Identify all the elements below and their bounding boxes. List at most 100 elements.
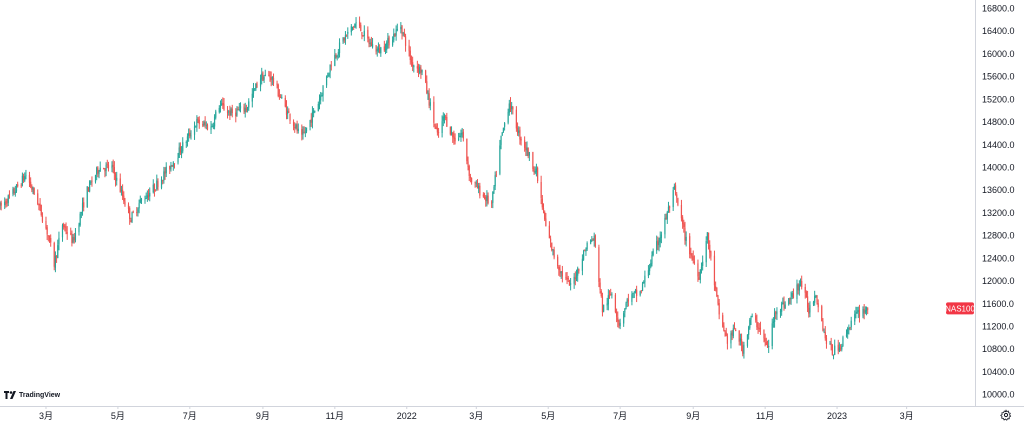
candle-down	[491, 200, 493, 208]
candle-up	[261, 67, 263, 85]
candle-up	[165, 162, 167, 178]
candle-down	[403, 28, 405, 38]
candle-up	[4, 197, 6, 210]
candle-up	[355, 17, 357, 29]
candle-up	[144, 195, 146, 204]
candle-down	[346, 34, 348, 37]
candle-down	[226, 106, 229, 119]
candle-up	[393, 28, 395, 43]
tradingview-logo[interactable]: TradingView	[4, 388, 60, 402]
candle-down	[615, 308, 618, 323]
candle-up	[96, 166, 98, 181]
candle-down	[368, 36, 370, 48]
candle-up	[659, 231, 661, 248]
candle-up	[302, 126, 304, 140]
candle-up	[58, 231, 60, 251]
candle-up	[631, 291, 633, 306]
candle-down	[524, 136, 526, 152]
candle-up	[658, 237, 660, 252]
candle-down	[693, 255, 696, 265]
candle-up	[311, 106, 314, 129]
candle-up	[219, 100, 222, 113]
candle-up	[750, 315, 752, 326]
candle-down	[189, 128, 191, 139]
candle-down	[47, 235, 49, 242]
candle-up	[746, 334, 749, 348]
candle-down	[677, 197, 679, 207]
candle-up	[309, 119, 311, 131]
candle-down	[482, 192, 484, 198]
candle-down	[204, 116, 206, 129]
candle-down	[801, 275, 803, 290]
candle-down	[272, 73, 275, 86]
candle-down	[717, 294, 719, 306]
candle-down	[112, 159, 114, 174]
candle-up	[732, 324, 734, 339]
candle-up	[21, 172, 24, 187]
candle-up	[24, 172, 26, 183]
candle-down	[270, 71, 272, 87]
candle-up	[823, 328, 825, 334]
candle-down	[825, 335, 828, 349]
candle-up	[325, 75, 328, 88]
candle-up	[575, 269, 578, 282]
candle-up	[238, 102, 240, 112]
y-tick-label: 14400.0	[982, 140, 1015, 150]
candle-down	[561, 265, 563, 283]
candle-up	[7, 194, 9, 207]
x-tick-label: 2023	[827, 411, 847, 421]
candle-down	[718, 298, 720, 320]
candle-up	[427, 90, 429, 100]
candle-up	[790, 291, 792, 305]
candle-down	[383, 40, 385, 52]
candle-up	[501, 132, 503, 137]
candle-down	[48, 235, 51, 243]
candle-down	[5, 198, 7, 208]
candle-down	[837, 339, 839, 355]
candle-down	[20, 183, 22, 188]
candle-up	[799, 278, 802, 287]
candle-down	[171, 164, 173, 167]
candle-down	[541, 195, 543, 210]
chart-settings-button[interactable]	[997, 408, 1015, 426]
candle-down	[533, 166, 535, 175]
candle-down	[674, 182, 677, 196]
candle-down	[73, 233, 75, 244]
candle-down	[288, 108, 290, 113]
candle-up	[271, 76, 273, 86]
candle-down	[343, 37, 345, 43]
candle-down	[792, 288, 795, 299]
candle-down	[512, 106, 514, 115]
candle-up	[116, 171, 118, 186]
candle-down	[804, 283, 806, 299]
candle-down	[618, 319, 620, 329]
candle-up	[781, 301, 783, 316]
candle-up	[652, 248, 654, 257]
candle-up	[673, 183, 675, 190]
candle-up	[591, 236, 593, 242]
candle-down	[278, 89, 281, 100]
candle-up	[634, 288, 637, 294]
candle-down	[410, 55, 413, 67]
candle-down	[669, 205, 671, 213]
candle-down	[824, 326, 826, 341]
candle-down	[716, 287, 718, 298]
candle-down	[722, 312, 724, 328]
candle-down	[485, 195, 487, 207]
gear-icon	[1000, 408, 1012, 426]
candle-up	[699, 269, 701, 284]
candle-down	[284, 95, 286, 108]
candle-up	[461, 127, 463, 138]
candle-down	[22, 173, 25, 183]
y-tick-label: 14000.0	[982, 163, 1015, 173]
candle-down	[106, 159, 108, 169]
candle-down	[435, 123, 437, 130]
candle-up	[140, 197, 143, 204]
y-tick-label: 10800.0	[982, 344, 1015, 354]
candle-down	[245, 104, 248, 113]
candle-up	[577, 266, 579, 282]
candle-down	[689, 233, 691, 259]
candle-up	[421, 69, 423, 76]
